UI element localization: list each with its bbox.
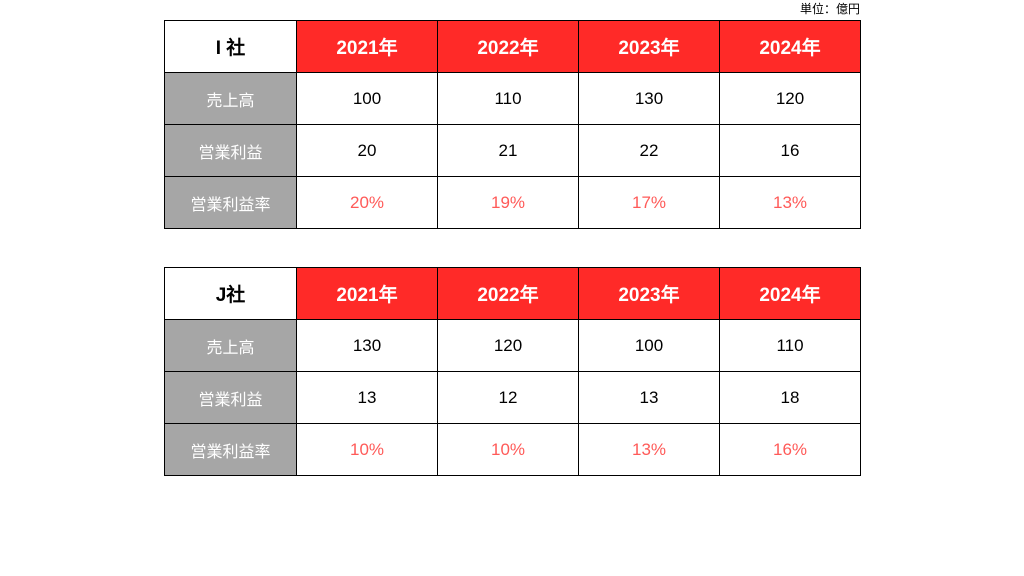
year-header: 2024年 (720, 268, 861, 320)
data-cell: 12 (438, 372, 579, 424)
year-header: 2022年 (438, 21, 579, 73)
data-cell: 22 (579, 125, 720, 177)
row-label-operating-margin: 営業利益率 (165, 424, 297, 476)
financial-table-j: J社 2021年 2022年 2023年 2024年 売上高 130 120 1… (164, 267, 861, 476)
data-cell: 130 (579, 73, 720, 125)
table-row: 営業利益 20 21 22 16 (165, 125, 861, 177)
financial-table-i: I 社 2021年 2022年 2023年 2024年 売上高 100 110 … (164, 20, 861, 229)
data-cell: 18 (720, 372, 861, 424)
table-header-row: I 社 2021年 2022年 2023年 2024年 (165, 21, 861, 73)
row-label-operating-profit: 営業利益 (165, 125, 297, 177)
data-cell: 20 (297, 125, 438, 177)
data-cell: 100 (297, 73, 438, 125)
year-header: 2022年 (438, 268, 579, 320)
margin-cell: 10% (297, 424, 438, 476)
table-j-wrapper: J社 2021年 2022年 2023年 2024年 売上高 130 120 1… (164, 267, 860, 476)
table-row: 営業利益率 10% 10% 13% 16% (165, 424, 861, 476)
data-cell: 110 (720, 320, 861, 372)
data-cell: 120 (438, 320, 579, 372)
year-header: 2023年 (579, 268, 720, 320)
company-header-j: J社 (165, 268, 297, 320)
row-label-operating-margin: 営業利益率 (165, 177, 297, 229)
margin-cell: 13% (579, 424, 720, 476)
unit-label: 単位：億円 (800, 0, 860, 17)
row-label-revenue: 売上高 (165, 320, 297, 372)
year-header: 2021年 (297, 21, 438, 73)
data-cell: 100 (579, 320, 720, 372)
company-header-i: I 社 (165, 21, 297, 73)
table-row: 営業利益率 20% 19% 17% 13% (165, 177, 861, 229)
table-row: 営業利益 13 12 13 18 (165, 372, 861, 424)
data-cell: 16 (720, 125, 861, 177)
table-header-row: J社 2021年 2022年 2023年 2024年 (165, 268, 861, 320)
data-cell: 21 (438, 125, 579, 177)
margin-cell: 17% (579, 177, 720, 229)
table-i-wrapper: 単位：億円 I 社 2021年 2022年 2023年 2024年 売上高 10… (164, 20, 860, 229)
row-label-operating-profit: 営業利益 (165, 372, 297, 424)
data-cell: 120 (720, 73, 861, 125)
year-header: 2021年 (297, 268, 438, 320)
data-cell: 13 (579, 372, 720, 424)
table-row: 売上高 130 120 100 110 (165, 320, 861, 372)
data-cell: 130 (297, 320, 438, 372)
table-row: 売上高 100 110 130 120 (165, 73, 861, 125)
year-header: 2023年 (579, 21, 720, 73)
margin-cell: 16% (720, 424, 861, 476)
row-label-revenue: 売上高 (165, 73, 297, 125)
margin-cell: 10% (438, 424, 579, 476)
data-cell: 110 (438, 73, 579, 125)
data-cell: 13 (297, 372, 438, 424)
margin-cell: 20% (297, 177, 438, 229)
margin-cell: 13% (720, 177, 861, 229)
year-header: 2024年 (720, 21, 861, 73)
margin-cell: 19% (438, 177, 579, 229)
